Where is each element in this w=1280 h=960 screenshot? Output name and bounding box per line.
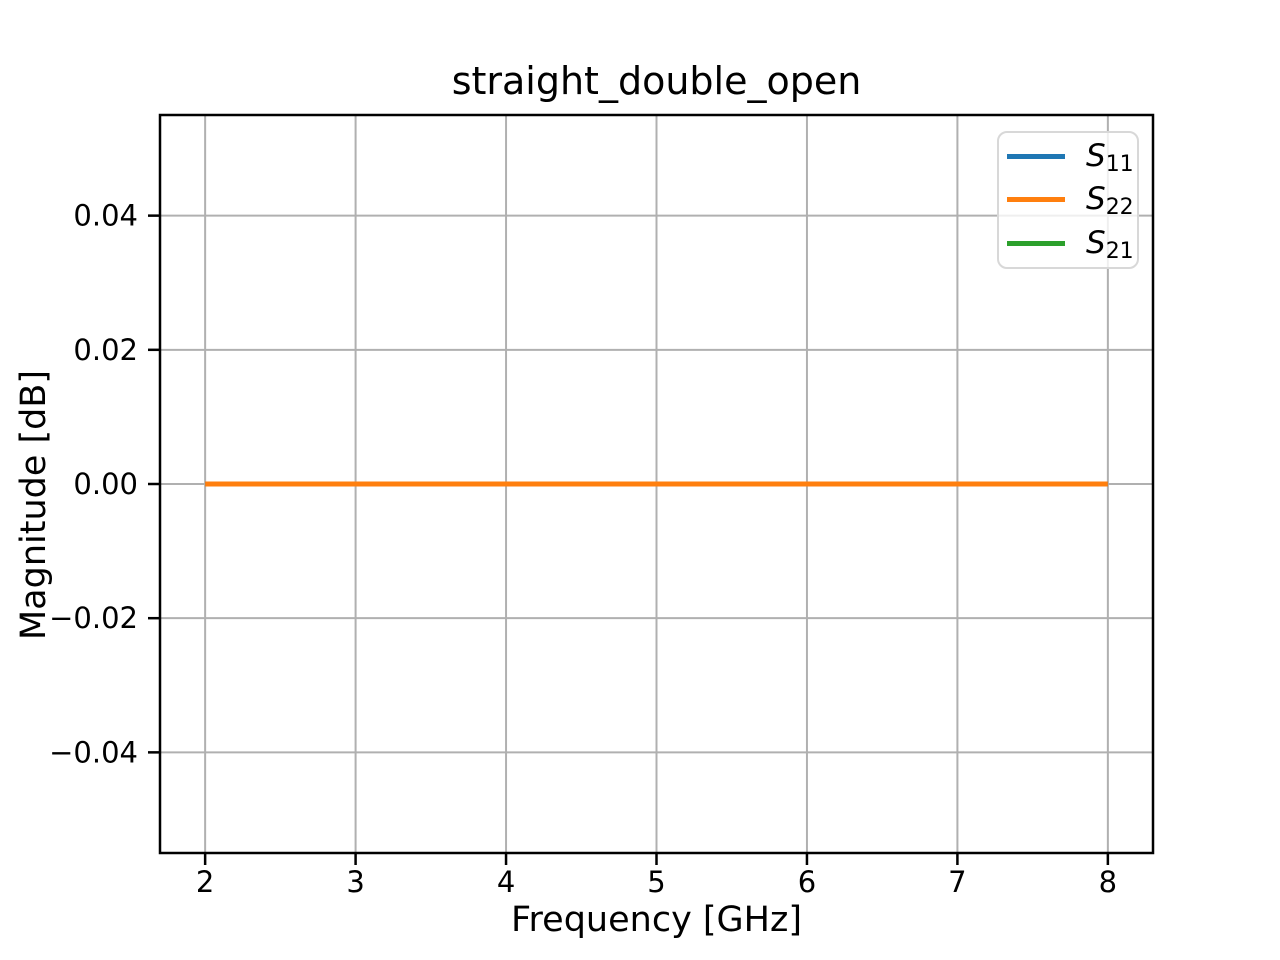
y-tick-label: −0.02 [49, 601, 138, 635]
y-tick-label: 0.04 [73, 199, 138, 233]
x-tick-label: 6 [798, 865, 816, 899]
x-tick-label: 7 [948, 865, 966, 899]
legend-handle-s11 [1007, 154, 1065, 160]
legend-label-s21: S21 [1086, 224, 1134, 264]
legend-item-s21: S21 [1007, 222, 1134, 265]
legend: S11 S22 S21 [997, 131, 1139, 269]
legend-handle-s22 [1007, 197, 1065, 203]
y-tick-label: 0.02 [73, 333, 138, 367]
y-tick-label: 0.00 [73, 467, 138, 501]
legend-handle-s21 [1007, 240, 1065, 246]
legend-item-s11: S11 [1007, 135, 1134, 178]
x-tick-label: 3 [346, 865, 364, 899]
y-axis-label: Magnitude [dB] [14, 369, 54, 641]
x-tick-label: 5 [647, 865, 665, 899]
legend-label-s11: S11 [1086, 138, 1134, 178]
chart-title: straight_double_open [451, 59, 862, 103]
x-axis-label: Frequency [GHz] [510, 900, 803, 940]
legend-item-s22: S22 [1007, 178, 1134, 221]
x-tick-label: 8 [1099, 865, 1117, 899]
x-tick-label: 2 [196, 865, 214, 899]
axes-border [158, 113, 1155, 855]
legend-label-s22: S22 [1086, 181, 1134, 221]
x-tick-label: 4 [497, 865, 515, 899]
y-tick-label: −0.04 [49, 735, 138, 769]
